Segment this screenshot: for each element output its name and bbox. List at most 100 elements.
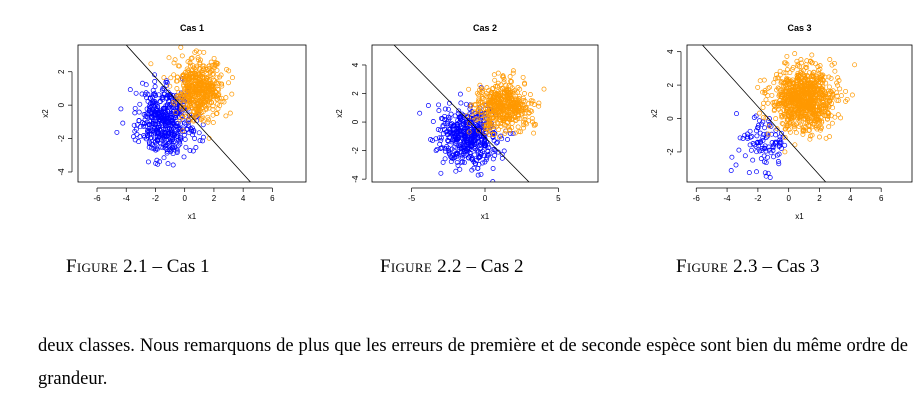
data-point bbox=[815, 117, 821, 123]
data-point bbox=[779, 120, 785, 126]
data-point bbox=[826, 84, 832, 90]
data-point bbox=[843, 98, 849, 104]
data-point bbox=[484, 152, 490, 158]
data-point bbox=[771, 154, 776, 160]
data-point bbox=[826, 98, 832, 104]
data-point bbox=[495, 80, 501, 86]
data-point bbox=[166, 129, 172, 135]
x-axis-label: x1 bbox=[188, 212, 197, 221]
data-point bbox=[154, 146, 160, 152]
data-point bbox=[467, 150, 473, 156]
data-point bbox=[762, 90, 768, 95]
data-point bbox=[454, 151, 460, 157]
data-point bbox=[457, 139, 463, 145]
data-point bbox=[151, 100, 157, 106]
data-point bbox=[477, 90, 483, 96]
data-point bbox=[189, 115, 195, 121]
data-point bbox=[806, 98, 812, 104]
data-point bbox=[438, 170, 444, 176]
data-point bbox=[802, 113, 808, 119]
data-point bbox=[779, 112, 785, 118]
data-point bbox=[500, 114, 506, 120]
x-tick-label: -6 bbox=[693, 194, 701, 203]
data-point bbox=[460, 141, 466, 147]
data-point bbox=[179, 77, 185, 83]
data-point bbox=[763, 97, 769, 103]
data-point bbox=[490, 85, 496, 91]
data-point bbox=[780, 121, 786, 127]
data-point bbox=[728, 168, 734, 173]
body-paragraph: deux classes. Nous remarquons de plus qu… bbox=[38, 336, 908, 389]
y-axis-label: x2 bbox=[335, 109, 344, 118]
data-point bbox=[433, 136, 439, 142]
y-tick-label: 0 bbox=[57, 102, 66, 107]
data-point bbox=[776, 161, 782, 167]
data-point bbox=[152, 72, 158, 78]
data-point bbox=[491, 102, 497, 107]
data-point bbox=[214, 110, 220, 116]
data-point bbox=[835, 82, 841, 88]
data-point bbox=[152, 92, 158, 98]
data-point bbox=[828, 75, 834, 81]
data-point bbox=[490, 146, 496, 152]
data-point bbox=[156, 121, 162, 127]
data-point bbox=[490, 115, 496, 120]
data-point bbox=[818, 125, 824, 131]
x-tick-label: 2 bbox=[212, 194, 217, 203]
plot-frame bbox=[686, 44, 913, 183]
data-point bbox=[200, 67, 206, 73]
data-point bbox=[190, 132, 196, 138]
scatter-plot-cas-1: Cas 1 -6 -4 -2 0 2 4 6 x1 -4 -2 0 2 x2 bbox=[41, 23, 307, 221]
data-point bbox=[522, 81, 528, 87]
data-point bbox=[782, 89, 788, 94]
data-point bbox=[518, 129, 524, 135]
data-point bbox=[745, 136, 751, 141]
data-point bbox=[165, 127, 170, 133]
y-axis-label: x2 bbox=[650, 109, 659, 118]
data-point bbox=[802, 78, 808, 84]
data-point bbox=[159, 137, 164, 143]
data-point bbox=[832, 68, 838, 74]
data-point bbox=[192, 136, 198, 141]
data-point bbox=[203, 82, 209, 88]
data-point bbox=[455, 129, 461, 135]
data-point bbox=[158, 116, 164, 122]
data-point bbox=[498, 111, 504, 117]
data-point bbox=[211, 84, 217, 89]
data-point bbox=[781, 80, 787, 86]
data-point bbox=[185, 92, 191, 97]
data-point bbox=[498, 121, 504, 126]
data-point bbox=[215, 106, 221, 112]
data-point bbox=[492, 153, 498, 158]
data-point bbox=[760, 138, 766, 143]
data-point bbox=[170, 100, 176, 105]
data-point bbox=[461, 160, 467, 166]
data-point bbox=[136, 118, 142, 123]
data-point bbox=[500, 86, 506, 92]
data-point bbox=[476, 148, 482, 154]
data-point bbox=[456, 126, 462, 132]
data-point bbox=[161, 105, 167, 111]
data-point bbox=[180, 92, 186, 98]
data-point bbox=[510, 131, 516, 137]
data-point bbox=[451, 144, 457, 150]
data-point bbox=[173, 123, 179, 129]
data-point bbox=[460, 120, 466, 126]
data-point bbox=[464, 148, 470, 154]
data-point bbox=[157, 159, 163, 165]
data-point bbox=[172, 101, 178, 107]
data-point bbox=[168, 75, 174, 81]
data-point bbox=[487, 111, 493, 117]
data-point bbox=[476, 128, 482, 134]
data-point bbox=[174, 104, 180, 110]
data-point bbox=[820, 99, 826, 105]
data-point bbox=[479, 89, 485, 95]
data-point bbox=[160, 123, 166, 128]
data-point bbox=[770, 100, 776, 106]
data-point bbox=[509, 98, 515, 104]
data-point bbox=[494, 83, 500, 89]
data-point bbox=[784, 123, 790, 129]
data-point bbox=[469, 109, 475, 114]
data-point bbox=[733, 162, 739, 168]
data-point bbox=[477, 154, 483, 160]
